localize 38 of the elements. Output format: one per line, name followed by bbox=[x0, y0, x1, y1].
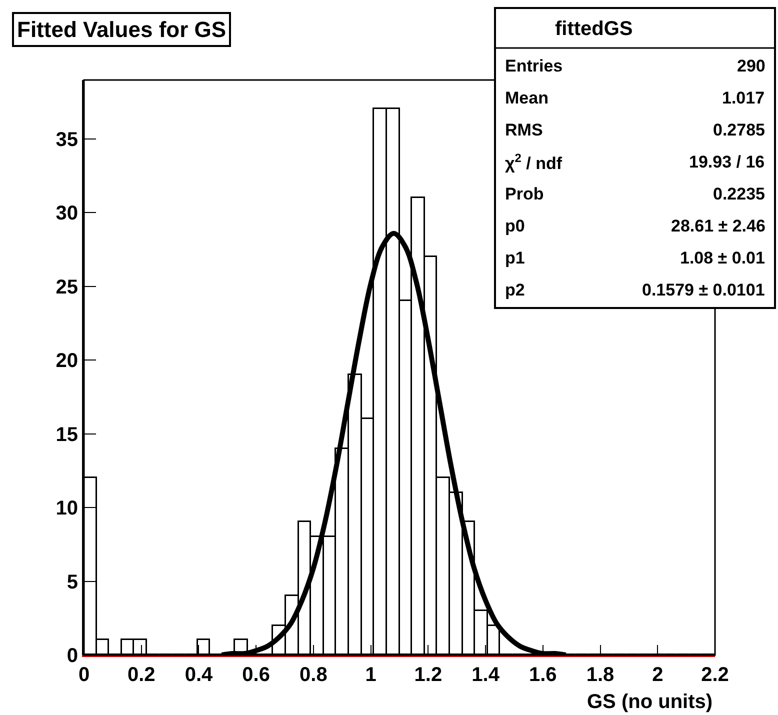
x-tick-label: 0.2 bbox=[127, 664, 156, 686]
annotation: Prob bbox=[505, 184, 544, 204]
y-tick-label: 0 bbox=[66, 645, 78, 667]
x-tick-label: 1.8 bbox=[586, 664, 614, 686]
x-tick-label: 2 bbox=[652, 664, 664, 686]
annotation: 1.08 ± 0.01 bbox=[680, 248, 765, 268]
y-tick-label: 10 bbox=[56, 498, 78, 520]
y-tick-label: 35 bbox=[56, 128, 78, 151]
x-tick-label: 0.6 bbox=[242, 664, 270, 686]
x-tick-label: 1.4 bbox=[472, 664, 500, 686]
annotation: 0.2785 bbox=[713, 120, 765, 140]
text: Entries bbox=[505, 56, 563, 76]
annotation: 19.93 / 16 bbox=[689, 152, 765, 172]
x-tick-label: 2.2 bbox=[701, 664, 729, 686]
annotation: χ$^{2}$ / ndf bbox=[505, 150, 562, 174]
x-tick-label: 0.8 bbox=[300, 664, 328, 686]
annotation: 28.61 ± 2.46 bbox=[671, 216, 766, 236]
annotation: p1 bbox=[505, 248, 525, 268]
x-tick-label: 1.2 bbox=[414, 664, 442, 686]
x-tick-label: 0.4 bbox=[184, 664, 214, 686]
x-tick-label: 1 bbox=[365, 664, 376, 686]
y-tick-label: 5 bbox=[66, 571, 78, 594]
y-tick-label: 25 bbox=[56, 276, 78, 298]
text: 290 bbox=[737, 56, 766, 76]
text: fittedGS bbox=[555, 18, 633, 40]
annotation: p2 bbox=[505, 280, 525, 300]
chart-title: Fitted Values for GS bbox=[17, 17, 226, 42]
x-axis-title: GS (no units) bbox=[587, 691, 713, 713]
y-tick-label: 20 bbox=[56, 350, 78, 372]
y-tick-label: 30 bbox=[56, 202, 78, 225]
annotation: 0.2235 bbox=[713, 184, 765, 204]
annotation: 0.1579 ± 0.0101 bbox=[642, 280, 765, 300]
annotation: Mean bbox=[505, 88, 548, 108]
annotation: p0 bbox=[505, 216, 525, 236]
y-tick-label: 15 bbox=[56, 424, 78, 446]
x-tick-label: 1.6 bbox=[529, 664, 557, 686]
annotation: RMS bbox=[505, 120, 543, 140]
text: 1.017 bbox=[722, 88, 765, 108]
